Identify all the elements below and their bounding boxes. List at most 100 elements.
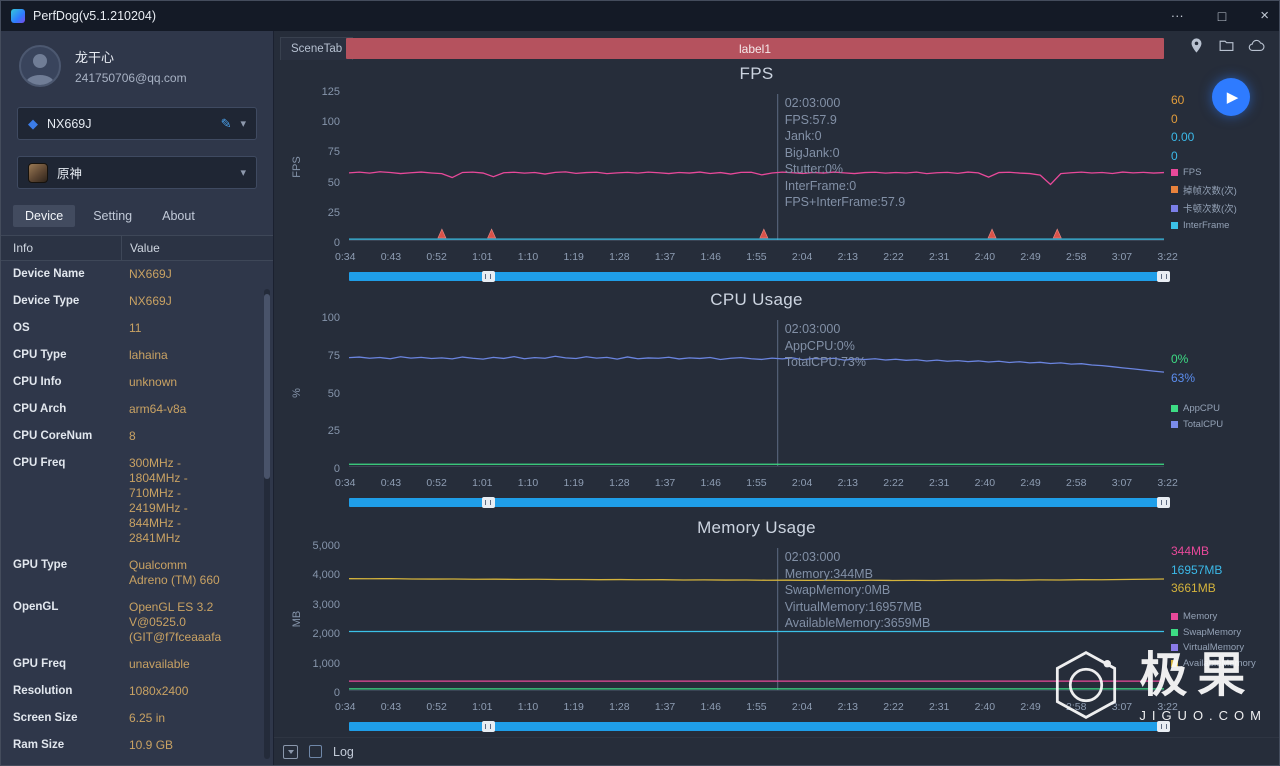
app-select[interactable]: 原神 ▾ bbox=[17, 156, 257, 189]
value-cell: unknown bbox=[129, 375, 178, 389]
cloud-icon[interactable] bbox=[1248, 37, 1265, 54]
plot-area[interactable]: 02:03:000 Memory:344MB SwapMemory:0MB Virtu… bbox=[349, 548, 1164, 691]
maximize-button[interactable]: □ bbox=[1217, 8, 1227, 24]
timeline-scrubber[interactable] bbox=[349, 497, 1170, 508]
table-row[interactable]: Device Name NX669J bbox=[1, 261, 273, 288]
sidebar-tabs: Device Setting About bbox=[1, 205, 273, 235]
y-axis-ticks: 125 100 75 50 25 0 bbox=[321, 86, 340, 249]
tab-setting[interactable]: Setting bbox=[93, 209, 133, 223]
timeline-scrubber[interactable] bbox=[349, 271, 1170, 282]
legend-item[interactable]: SwapMemory bbox=[1171, 627, 1256, 638]
stat-value: 3661MB bbox=[1171, 581, 1216, 595]
table-row[interactable]: CPU Info unknown bbox=[1, 369, 273, 396]
legend-swatch bbox=[1171, 204, 1178, 212]
legend-swatch bbox=[1171, 420, 1178, 428]
scene-tab[interactable]: SceneTab bbox=[280, 37, 354, 60]
scrubber-handle-left[interactable] bbox=[481, 271, 495, 282]
legend-item[interactable]: AppCPU bbox=[1171, 403, 1223, 414]
table-row[interactable]: CPU CoreNum 8 bbox=[1, 423, 273, 450]
log-panel-toggle-icon[interactable] bbox=[283, 744, 298, 759]
chevron-down-icon: ▾ bbox=[240, 118, 246, 130]
location-pin-icon[interactable] bbox=[1188, 37, 1205, 54]
info-cell: CPU CoreNum bbox=[13, 430, 93, 442]
edit-device-icon[interactable]: ✎ bbox=[220, 115, 232, 131]
header-value: Value bbox=[121, 236, 273, 260]
legend-item[interactable]: InterFrame bbox=[1171, 220, 1237, 231]
titlebar: PerfDog(v5.1.210204) ··· □ × bbox=[1, 1, 1279, 31]
tab-device[interactable]: Device bbox=[13, 205, 76, 227]
scrubber-handle-left[interactable] bbox=[481, 497, 495, 508]
table-row[interactable]: Screen Size 6.25 in bbox=[1, 705, 273, 732]
value-cell: 8 bbox=[129, 429, 136, 443]
user-block: 龙干心 241750706@qq.com bbox=[1, 31, 273, 99]
chart-title: Memory Usage bbox=[697, 518, 816, 537]
scene-bar: SceneTab label1 bbox=[274, 31, 1279, 61]
value-cell: lahaina bbox=[129, 348, 168, 362]
y-axis-ticks: 100 75 50 25 0 bbox=[321, 312, 340, 475]
scrollbar-thumb[interactable] bbox=[264, 294, 270, 479]
log-checkbox[interactable] bbox=[309, 745, 322, 758]
sidebar-scrollbar[interactable] bbox=[264, 289, 270, 759]
table-row[interactable]: Resolution 1080x2400 bbox=[1, 678, 273, 705]
info-cell: Device Type bbox=[13, 295, 80, 307]
legend-swatch bbox=[1171, 221, 1178, 229]
value-cell: 1080x2400 bbox=[129, 684, 189, 698]
scrubber-handle-left[interactable] bbox=[481, 721, 495, 732]
table-row[interactable]: CPU Arch arm64-v8a bbox=[1, 396, 273, 423]
value-cell: NX669J bbox=[129, 267, 172, 281]
table-row[interactable]: OS 11 bbox=[1, 315, 273, 342]
chart-stats: 0% 63% bbox=[1171, 350, 1195, 387]
user-name: 龙干心 bbox=[75, 50, 115, 65]
scrubber-handle-right[interactable] bbox=[1157, 497, 1170, 508]
close-button[interactable]: × bbox=[1260, 7, 1269, 24]
stat-value: 16957MB bbox=[1171, 562, 1223, 577]
stat-value: 0% bbox=[1171, 352, 1189, 366]
info-cell: GPU Type bbox=[13, 559, 68, 571]
legend-item[interactable]: 掉帧次数(次) bbox=[1171, 183, 1237, 197]
cpu-series-plot bbox=[349, 320, 1164, 466]
timeline-scrubber[interactable] bbox=[349, 721, 1170, 732]
play-button[interactable]: ▶ bbox=[1212, 78, 1250, 116]
info-cell: Ram Size bbox=[13, 739, 65, 751]
plot-area[interactable]: 02:03:000 FPS:57.9 Jank:0 BigJank:0 Stutter:… bbox=[349, 94, 1164, 241]
legend-item[interactable]: TotalCPU bbox=[1171, 419, 1223, 430]
folder-icon[interactable] bbox=[1218, 37, 1235, 54]
legend-item[interactable]: AvailableMemory bbox=[1171, 658, 1256, 669]
stat-value: 344MB bbox=[1171, 544, 1210, 558]
info-cell: Resolution bbox=[13, 685, 73, 697]
bottom-bar: Log bbox=[274, 737, 1279, 765]
value-cell: 10.9 GB bbox=[129, 738, 174, 752]
info-cell: GPU Freq bbox=[13, 658, 67, 670]
table-row[interactable]: CPU Type lahaina bbox=[1, 342, 273, 369]
legend-item[interactable]: VirtualMemory bbox=[1171, 642, 1256, 653]
info-cell: Screen Size bbox=[13, 712, 78, 724]
value-cell: NX669J bbox=[129, 294, 172, 308]
chart-legend: FPS 掉帧次数(次) 卡顿次数(次) InterFrame bbox=[1171, 167, 1237, 235]
table-header: Info Value bbox=[1, 236, 273, 261]
chevron-down-icon: ▾ bbox=[240, 167, 246, 179]
device-select[interactable]: ◆ NX669J ✎ ▾ bbox=[17, 107, 257, 140]
y-axis-ticks: 5,000 4,000 3,000 2,000 1,000 0 bbox=[312, 540, 340, 699]
table-row[interactable]: Ram Size 10.9 GB bbox=[1, 732, 273, 759]
scrubber-handle-right[interactable] bbox=[1157, 721, 1170, 732]
info-cell: CPU Arch bbox=[13, 403, 67, 415]
legend-item[interactable]: 卡顿次数(次) bbox=[1171, 201, 1237, 215]
scrubber-handle-right[interactable] bbox=[1157, 271, 1170, 282]
stat-value: 0 bbox=[1171, 111, 1178, 126]
label-bar[interactable]: label1 bbox=[346, 38, 1164, 59]
stat-value: 63% bbox=[1171, 370, 1196, 385]
table-row[interactable]: Device Type NX669J bbox=[1, 288, 273, 315]
legend-item[interactable]: Memory bbox=[1171, 611, 1256, 622]
table-row[interactable]: CPU Freq 300MHz - 1804MHz - 710MHz - 2419… bbox=[1, 450, 273, 552]
legend-item[interactable]: FPS bbox=[1171, 167, 1237, 178]
app-icon bbox=[28, 162, 48, 183]
value-cell: unavailable bbox=[129, 657, 190, 671]
plot-area[interactable]: 02:03:000 AppCPU:0% TotalCPU:73% bbox=[349, 320, 1164, 467]
table-row[interactable]: GPU Type Qualcomm Adreno (TM) 660 bbox=[1, 552, 273, 594]
table-row[interactable]: GPU Freq unavailable bbox=[1, 651, 273, 678]
table-row[interactable]: OpenGL OpenGL ES 3.2 V@0525.0 (GIT@f7fcea… bbox=[1, 594, 273, 651]
more-button[interactable]: ··· bbox=[1170, 8, 1184, 23]
device-icon: ◆ bbox=[28, 115, 38, 131]
tab-about[interactable]: About bbox=[162, 209, 195, 223]
